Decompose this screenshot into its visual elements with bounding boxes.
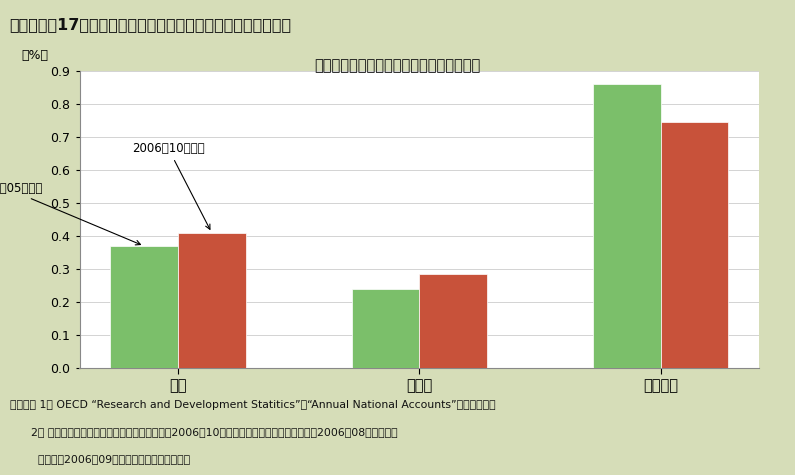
Bar xyxy=(351,289,420,368)
Text: 非製造業においても研究開発投資は活発化: 非製造業においても研究開発投資は活発化 xyxy=(314,58,481,73)
Text: 2000－05年平均: 2000－05年平均 xyxy=(0,182,141,245)
Bar xyxy=(661,123,728,368)
Bar xyxy=(593,85,661,368)
Text: 第２－３－17図　非製造業の生産額に占める研究開発費の割合: 第２－３－17図 非製造業の生産額に占める研究開発費の割合 xyxy=(10,17,292,32)
Text: 2006－10年平均: 2006－10年平均 xyxy=(132,142,210,229)
Bar xyxy=(178,233,246,368)
Bar xyxy=(420,274,487,368)
Text: メリカは2006－09年平均の値となっている。: メリカは2006－09年平均の値となっている。 xyxy=(10,454,190,464)
Bar xyxy=(111,246,178,368)
Text: （%）: （%） xyxy=(21,49,48,62)
Text: （備考） 1． OECD “Research and Development Statitics”、“Annual National Accounts”により作: （備考） 1． OECD “Research and Development S… xyxy=(10,400,495,410)
Text: 2． 公表されているデータに制約があるため、2006－10年平均のデータのうち、ドイツは2006－08年平均、ア: 2． 公表されているデータに制約があるため、2006－10年平均のデータのうち、… xyxy=(10,428,398,437)
